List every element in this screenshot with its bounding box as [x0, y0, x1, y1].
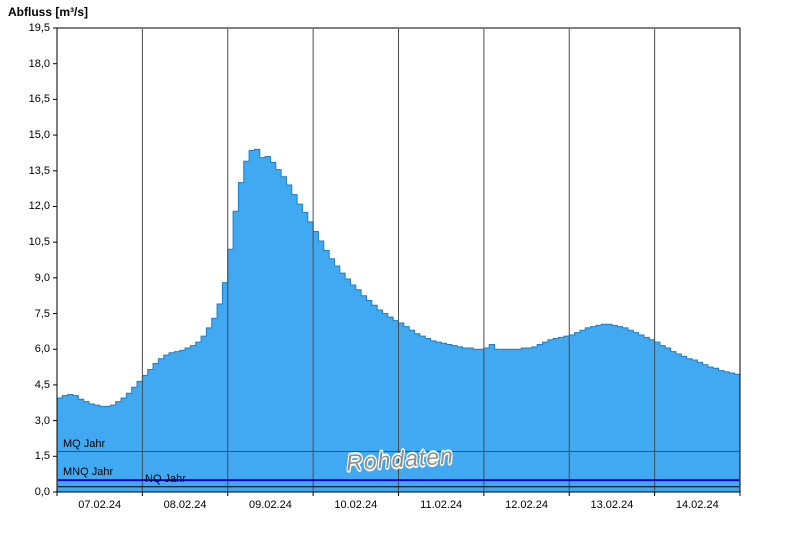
- y-tick-label: 9,0: [34, 271, 50, 284]
- ref-line-label-mq-jahr: MQ Jahr: [63, 437, 106, 450]
- y-tick-label: 0,0: [34, 486, 50, 498]
- y-tick-label: 3,0: [34, 414, 50, 427]
- x-tick-label: 12.02.24: [505, 499, 548, 511]
- x-tick-label: 08.02.24: [163, 499, 207, 511]
- x-tick-label: 07.02.24: [78, 499, 122, 511]
- y-tick-label: 1,5: [34, 450, 50, 463]
- y-tick-label: 7,5: [34, 307, 50, 320]
- y-tick-label: 16,5: [28, 93, 50, 106]
- x-tick-label: 10.02.24: [334, 499, 378, 511]
- y-tick-label: 6,0: [34, 343, 50, 356]
- y-tick-label: 4,5: [34, 378, 50, 391]
- y-tick-label: 12,0: [28, 200, 50, 213]
- ref-line-label-mnq-jahr: MNQ Jahr: [63, 466, 114, 479]
- x-tick-label: 14.02.24: [675, 499, 719, 511]
- y-tick-label: 15,0: [28, 129, 50, 142]
- y-tick-label: 19,5: [28, 22, 50, 34]
- x-tick-label: 13.02.24: [590, 499, 634, 511]
- chart-title: Abfluss [m³/s]: [8, 5, 89, 19]
- ref-line-label-nq-jahr: NQ Jahr: [145, 472, 186, 485]
- x-tick-label: 11.02.24: [420, 499, 463, 511]
- x-tick-label: 09.02.24: [249, 499, 292, 511]
- y-tick-label: 18,0: [28, 57, 50, 70]
- y-tick-label: 10,5: [28, 236, 50, 249]
- y-tick-label: 13,5: [28, 164, 50, 177]
